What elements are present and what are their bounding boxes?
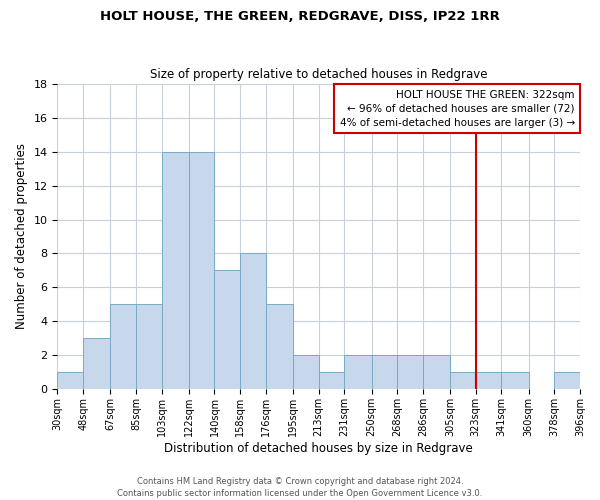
Title: Size of property relative to detached houses in Redgrave: Size of property relative to detached ho… xyxy=(150,68,487,81)
X-axis label: Distribution of detached houses by size in Redgrave: Distribution of detached houses by size … xyxy=(164,442,473,455)
Text: HOLT HOUSE, THE GREEN, REDGRAVE, DISS, IP22 1RR: HOLT HOUSE, THE GREEN, REDGRAVE, DISS, I… xyxy=(100,10,500,23)
Bar xyxy=(293,356,319,390)
Bar xyxy=(189,152,214,390)
Bar xyxy=(476,372,502,390)
Bar xyxy=(214,270,240,390)
Bar xyxy=(371,356,397,390)
Bar xyxy=(83,338,110,390)
Bar xyxy=(450,372,476,390)
Bar xyxy=(136,304,161,390)
Text: HOLT HOUSE THE GREEN: 322sqm
← 96% of detached houses are smaller (72)
4% of sem: HOLT HOUSE THE GREEN: 322sqm ← 96% of de… xyxy=(340,90,575,128)
Text: Contains HM Land Registry data © Crown copyright and database right 2024.
Contai: Contains HM Land Registry data © Crown c… xyxy=(118,476,482,498)
Bar xyxy=(266,304,293,390)
Bar xyxy=(240,254,266,390)
Bar xyxy=(344,356,371,390)
Bar xyxy=(554,372,580,390)
Y-axis label: Number of detached properties: Number of detached properties xyxy=(15,144,28,330)
Bar xyxy=(161,152,189,390)
Bar xyxy=(423,356,450,390)
Bar xyxy=(502,372,529,390)
Bar xyxy=(58,372,83,390)
Bar xyxy=(319,372,344,390)
Bar xyxy=(397,356,423,390)
Bar xyxy=(110,304,136,390)
